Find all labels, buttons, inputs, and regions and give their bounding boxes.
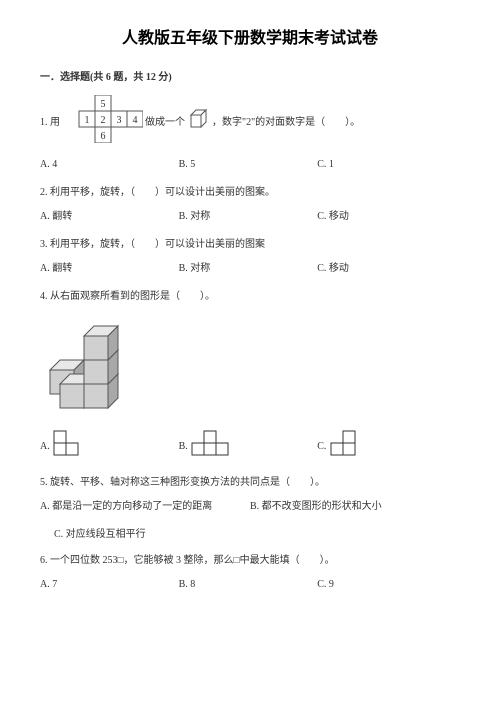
q1-opt-b: B. 5 (179, 156, 318, 174)
q3-opt-b: B. 对称 (179, 260, 318, 278)
page-title: 人教版五年级下册数学期末考试试卷 (40, 25, 460, 54)
q2-opt-c: C. 移动 (317, 208, 456, 226)
q5-opt-c: C. 对应线段互相平行 (54, 526, 460, 544)
net-cell-1: 1 (84, 115, 89, 126)
question-6: 6. 一个四位数 253□，它能够被 3 整除，那么□中最大能填（ ）。 (40, 552, 460, 570)
q2-opt-b: B. 对称 (179, 208, 318, 226)
q1-net-figure: 5 1 2 3 4 6 (63, 95, 143, 150)
q1-post: ，数字"2"的对面数字是（ ）。 (212, 117, 360, 128)
net-cell-4: 4 (132, 115, 137, 126)
question-5: 5. 旋转、平移、轴对称这三种图形变换方法的共同点是（ ）。 (40, 474, 460, 492)
q4-options: A. B. (40, 429, 460, 464)
q3-opt-c: C. 移动 (317, 260, 456, 278)
q4-opt-b-label: B. (179, 441, 188, 452)
q1-opt-a: A. 4 (40, 156, 179, 174)
q6-opt-c: C. 9 (317, 576, 456, 594)
q4-opt-c-label: C. (317, 441, 326, 452)
question-1: 1. 用 5 1 2 3 4 6 (40, 95, 460, 150)
net-cell-3: 3 (116, 115, 121, 126)
section-1-header: 一．选择题(共 6 题，共 12 分) (40, 69, 460, 87)
q1-options: A. 4 B. 5 C. 1 (40, 156, 460, 174)
q4-opt-b: B. (179, 429, 318, 464)
q4-3d-figure (40, 314, 460, 421)
net-cell-5: 5 (100, 99, 105, 110)
q2-opt-a: A. 翻转 (40, 208, 179, 226)
question-3: 3. 利用平移，旋转，（ ）可以设计出美丽的图案 (40, 236, 460, 254)
q6-opt-a: A. 7 (40, 576, 179, 594)
q6-opt-b: B. 8 (179, 576, 318, 594)
q4-opt-c-figure (329, 429, 365, 464)
q6-options: A. 7 B. 8 C. 9 (40, 576, 460, 594)
q5-opt-a: A. 都是沿一定的方向移动了一定的距离 (40, 498, 250, 516)
q4-opt-a: A. (40, 429, 179, 464)
question-4: 4. 从右面观察所看到的图形是（ ）。 (40, 288, 460, 306)
q4-opt-c: C. (317, 429, 456, 464)
q5-opt-b: B. 都不改变图形的形状和大小 (250, 498, 460, 516)
q1-mid: 做成一个 (145, 117, 185, 128)
q5-options-row1: A. 都是沿一定的方向移动了一定的距离 B. 都不改变图形的形状和大小 (40, 498, 460, 516)
q4-opt-a-label: A. (40, 441, 50, 452)
q4-opt-b-figure (190, 429, 238, 464)
q2-options: A. 翻转 B. 对称 C. 移动 (40, 208, 460, 226)
net-cell-2: 2 (100, 115, 105, 126)
q4-opt-a-figure (52, 429, 88, 464)
exam-page: 人教版五年级下册数学期末考试试卷 一．选择题(共 6 题，共 12 分) 1. … (0, 0, 500, 624)
net-cell-6: 6 (100, 131, 105, 142)
q1-opt-c: C. 1 (317, 156, 456, 174)
q3-opt-a: A. 翻转 (40, 260, 179, 278)
q1-pre: 1. 用 (40, 117, 60, 128)
q3-options: A. 翻转 B. 对称 C. 移动 (40, 260, 460, 278)
question-2: 2. 利用平移，旋转，（ ）可以设计出美丽的图案。 (40, 184, 460, 202)
q1-cube-icon (188, 108, 210, 137)
